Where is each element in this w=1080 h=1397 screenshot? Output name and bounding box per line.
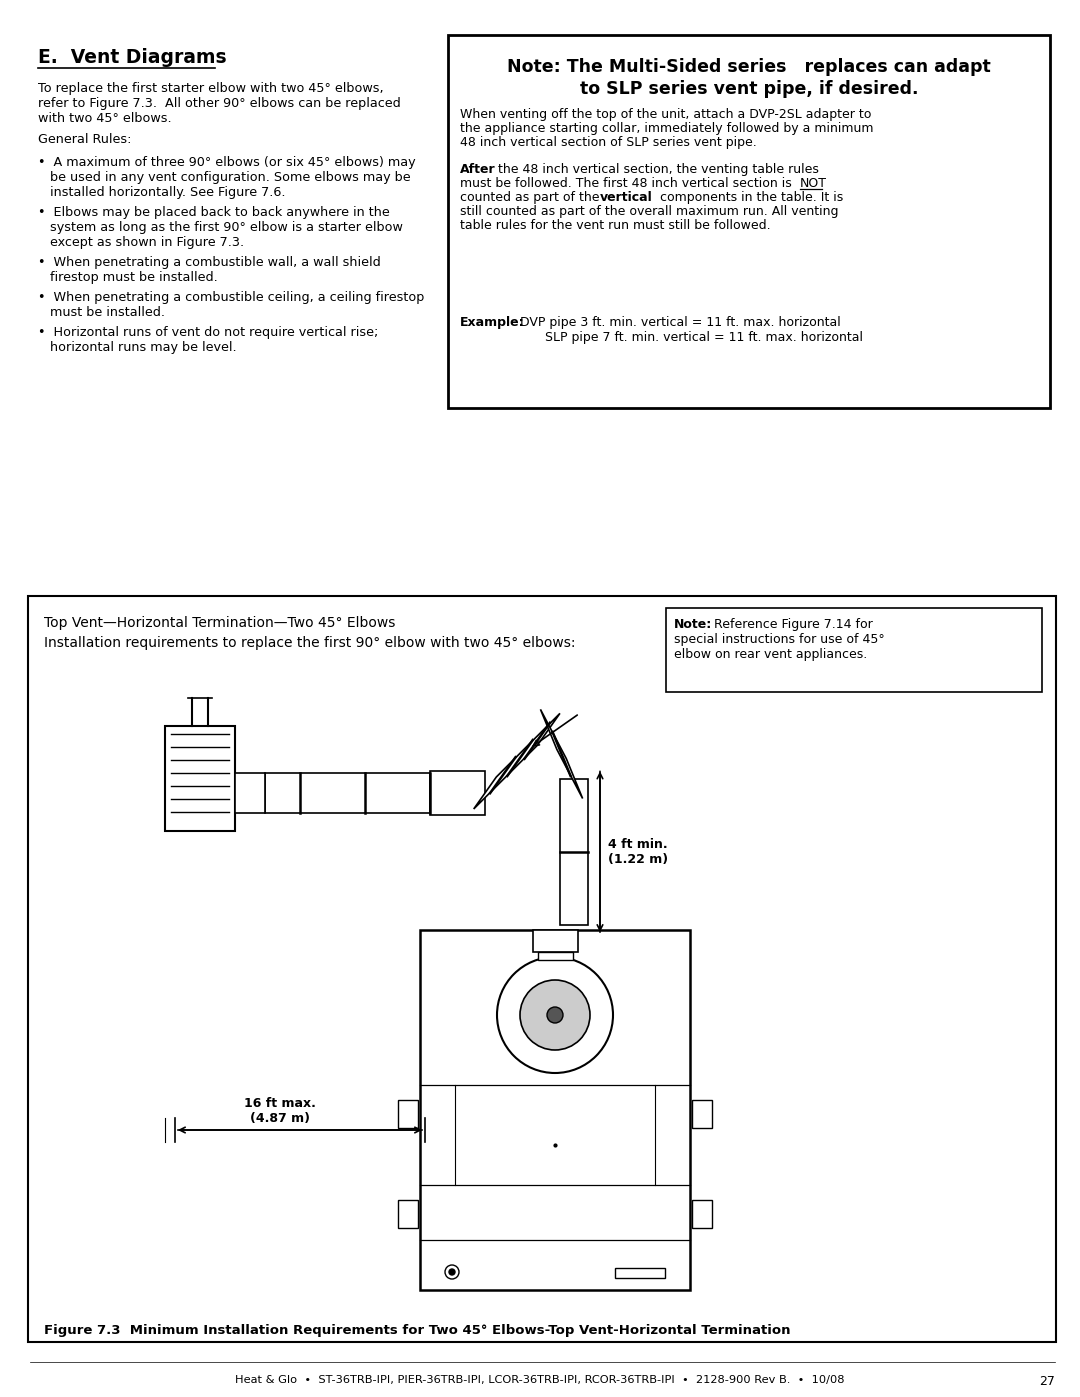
Bar	[399, 1200, 418, 1228]
Bar	[235, 773, 265, 813]
Text: must be installed.: must be installed.	[38, 306, 165, 319]
Text: horizontal runs may be level.: horizontal runs may be level.	[38, 341, 237, 353]
Polygon shape	[540, 710, 582, 799]
Text: NOT: NOT	[800, 177, 827, 190]
Bar	[692, 1099, 712, 1127]
Text: to SLP series vent pipe, if desired.: to SLP series vent pipe, if desired.	[580, 80, 918, 98]
Text: with two 45° elbows.: with two 45° elbows.	[38, 112, 172, 124]
Text: DVP pipe 3 ft. min. vertical = 11 ft. max. horizontal: DVP pipe 3 ft. min. vertical = 11 ft. ma…	[516, 316, 840, 330]
Text: 27: 27	[1039, 1375, 1055, 1389]
Text: must be followed. The first 48 inch vertical section is: must be followed. The first 48 inch vert…	[460, 177, 796, 190]
Bar	[448, 35, 1050, 408]
Bar	[430, 771, 485, 814]
Text: •  Horizontal runs of vent do not require vertical rise;: • Horizontal runs of vent do not require…	[38, 326, 378, 339]
Text: Note:: Note:	[674, 617, 712, 631]
Circle shape	[497, 957, 613, 1073]
Text: components in the table. It is: components in the table. It is	[656, 191, 843, 204]
Bar	[165, 725, 235, 830]
Text: special instructions for use of 45°: special instructions for use of 45°	[674, 633, 885, 645]
Text: 4 ft min.
(1.22 m): 4 ft min. (1.22 m)	[608, 838, 669, 866]
Bar	[692, 1200, 712, 1228]
Text: •  When penetrating a combustible wall, a wall shield: • When penetrating a combustible wall, a…	[38, 256, 381, 270]
Text: Example:: Example:	[460, 316, 525, 330]
Text: Installation requirements to replace the first 90° elbow with two 45° elbows:: Installation requirements to replace the…	[44, 636, 576, 650]
Text: firestop must be installed.: firestop must be installed.	[38, 271, 218, 284]
Text: system as long as the first 90° elbow is a starter elbow: system as long as the first 90° elbow is…	[38, 221, 403, 235]
Circle shape	[546, 1007, 563, 1023]
Bar	[666, 608, 1042, 692]
Bar	[399, 1099, 418, 1127]
Text: still counted as part of the overall maximum run. All venting: still counted as part of the overall max…	[460, 205, 838, 218]
Text: vertical: vertical	[600, 191, 652, 204]
Bar	[538, 951, 572, 960]
Circle shape	[449, 1268, 455, 1275]
Text: To replace the first starter elbow with two 45° elbows,: To replace the first starter elbow with …	[38, 82, 383, 95]
Text: E.  Vent Diagrams: E. Vent Diagrams	[38, 47, 227, 67]
Text: 16 ft max.
(4.87 m): 16 ft max. (4.87 m)	[244, 1097, 316, 1125]
Bar	[615, 1268, 665, 1278]
Text: table rules for the vent run must still be followed.: table rules for the vent run must still …	[460, 219, 771, 232]
Bar	[265, 773, 430, 813]
Text: SLP pipe 7 ft. min. vertical = 11 ft. max. horizontal: SLP pipe 7 ft. min. vertical = 11 ft. ma…	[545, 331, 863, 344]
Text: When venting off the top of the unit, attach a DVP-2SL adapter to: When venting off the top of the unit, at…	[460, 108, 872, 122]
Circle shape	[445, 1266, 459, 1280]
Text: installed horizontally. See Figure 7.6.: installed horizontally. See Figure 7.6.	[38, 186, 285, 198]
Text: counted as part of the: counted as part of the	[460, 191, 604, 204]
Text: General Rules:: General Rules:	[38, 133, 132, 147]
Text: except as shown in Figure 7.3.: except as shown in Figure 7.3.	[38, 236, 244, 249]
Polygon shape	[474, 714, 559, 809]
Text: the 48 inch vertical section, the venting table rules: the 48 inch vertical section, the ventin…	[494, 163, 819, 176]
Text: be used in any vent configuration. Some elbows may be: be used in any vent configuration. Some …	[38, 170, 410, 184]
Text: •  When penetrating a combustible ceiling, a ceiling firestop: • When penetrating a combustible ceiling…	[38, 291, 424, 305]
Text: refer to Figure 7.3.  All other 90° elbows can be replaced: refer to Figure 7.3. All other 90° elbow…	[38, 96, 401, 110]
Text: 48 inch vertical section of SLP series vent pipe.: 48 inch vertical section of SLP series v…	[460, 136, 757, 149]
Text: the appliance starting collar, immediately followed by a minimum: the appliance starting collar, immediate…	[460, 122, 874, 136]
Bar	[532, 930, 578, 951]
Text: Heat & Glo  •  ST-36TRB-IPI, PIER-36TRB-IPI, LCOR-36TRB-IPI, RCOR-36TRB-IPI  •  : Heat & Glo • ST-36TRB-IPI, PIER-36TRB-IP…	[235, 1375, 845, 1384]
Bar	[420, 930, 690, 1289]
Bar	[28, 597, 1056, 1343]
Text: After: After	[460, 163, 496, 176]
Text: Note: The Multi-Sided series   replaces can adapt: Note: The Multi-Sided series replaces ca…	[508, 59, 990, 75]
Text: elbow on rear vent appliances.: elbow on rear vent appliances.	[674, 648, 867, 661]
Text: •  A maximum of three 90° elbows (or six 45° elbows) may: • A maximum of three 90° elbows (or six …	[38, 156, 416, 169]
Text: Figure 7.3  Minimum Installation Requirements for Two 45° Elbows-Top Vent-Horizo: Figure 7.3 Minimum Installation Requirem…	[44, 1324, 791, 1337]
Text: •  Elbows may be placed back to back anywhere in the: • Elbows may be placed back to back anyw…	[38, 205, 390, 219]
Text: Reference Figure 7.14 for: Reference Figure 7.14 for	[710, 617, 873, 631]
Bar	[561, 778, 589, 925]
Text: Top Vent—Horizontal Termination—Two 45° Elbows: Top Vent—Horizontal Termination—Two 45° …	[44, 616, 395, 630]
Circle shape	[519, 981, 590, 1051]
